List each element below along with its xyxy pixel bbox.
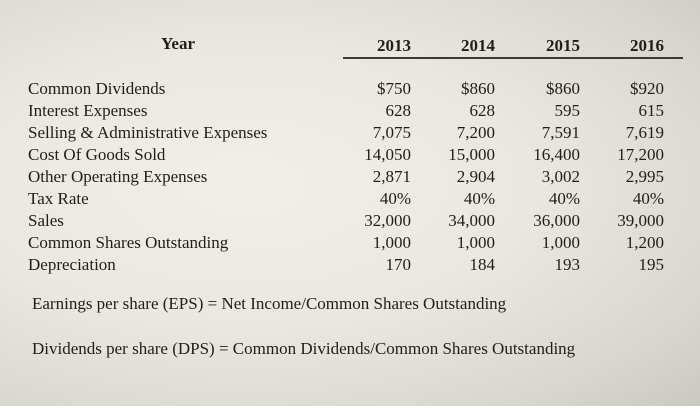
table-cell: 170 [385, 255, 412, 274]
table-cell: 2,904 [456, 167, 495, 186]
table-cell: $750 [377, 79, 411, 98]
table-cell: 2,995 [625, 167, 664, 186]
row-label: Cost Of Goods Sold [28, 145, 166, 164]
row-label: Selling & Administrative Expenses [28, 123, 268, 142]
table-cell: 7,619 [625, 123, 664, 142]
table-cell: 628 [469, 101, 496, 120]
year-label: Year [161, 34, 195, 53]
table-cell: 628 [385, 101, 412, 120]
row-label: Common Dividends [28, 79, 166, 98]
header-divider [343, 57, 683, 59]
year-header-2014: 2014 [461, 36, 495, 55]
row-label: Sales [28, 211, 64, 230]
table-cell: 15,000 [448, 145, 495, 164]
table-cell: 40% [379, 189, 411, 208]
table-cell: 17,200 [617, 145, 664, 164]
table-cell: 36,000 [533, 211, 580, 230]
dps-formula: Dividends per share (DPS) = Common Divid… [32, 339, 576, 358]
table-cell: 7,075 [372, 123, 411, 142]
table-cell: 16,400 [533, 145, 580, 164]
row-label: Common Shares Outstanding [28, 233, 229, 252]
year-header-2015: 2015 [546, 36, 580, 55]
row-label: Other Operating Expenses [28, 167, 208, 186]
table-cell: 2,871 [372, 167, 411, 186]
table-cell: 14,050 [364, 145, 411, 164]
row-label: Tax Rate [28, 189, 89, 208]
table-cell: 40% [463, 189, 495, 208]
table-cell: 34,000 [448, 211, 495, 230]
table-cell: 1,000 [372, 233, 411, 252]
table-cell: 1,200 [625, 233, 664, 252]
eps-formula: Earnings per share (EPS) = Net Income/Co… [32, 294, 507, 313]
table-cell: 32,000 [364, 211, 411, 230]
table-cell: 7,200 [456, 123, 495, 142]
row-label: Depreciation [28, 255, 116, 274]
table-cell: 193 [554, 255, 581, 274]
table-cell: 195 [638, 255, 665, 274]
table-cell: 595 [554, 101, 581, 120]
year-header-2016: 2016 [630, 36, 664, 55]
table-cell: $860 [546, 79, 580, 98]
table-cell: $920 [630, 79, 664, 98]
table-cell: 3,002 [541, 167, 580, 186]
table-cell: 1,000 [456, 233, 495, 252]
table-cell: 40% [548, 189, 580, 208]
table-cell: 184 [469, 255, 496, 274]
row-label: Interest Expenses [28, 101, 148, 120]
bottom-border [0, 406, 700, 411]
table-cell: $860 [461, 79, 495, 98]
year-header-2013: 2013 [377, 36, 411, 55]
table-cell: 39,000 [617, 211, 664, 230]
table-cell: 7,591 [541, 123, 580, 142]
table-cell: 40% [632, 189, 664, 208]
table-cell: 615 [638, 101, 665, 120]
table-cell: 1,000 [541, 233, 580, 252]
